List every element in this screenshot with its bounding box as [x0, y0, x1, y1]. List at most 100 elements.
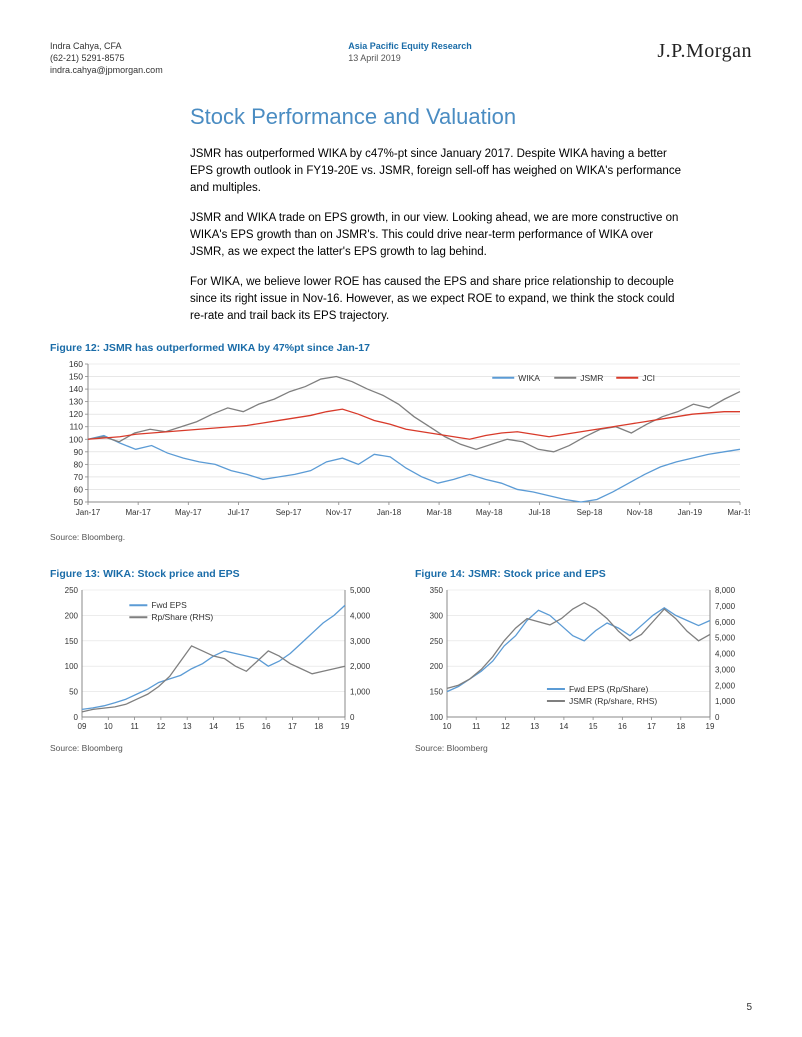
svg-text:15: 15 [235, 722, 244, 731]
svg-text:0: 0 [350, 713, 355, 722]
svg-text:160: 160 [69, 359, 83, 369]
svg-text:14: 14 [559, 722, 568, 731]
figure13-title: Figure 13: WIKA: Stock price and EPS [50, 568, 387, 580]
analyst-phone: (62-21) 5291-8575 [50, 52, 163, 64]
analyst-block: Indra Cahya, CFA (62-21) 5291-8575 indra… [50, 40, 163, 76]
figure12-chart: 5060708090100110120130140150160Jan-17Mar… [50, 358, 750, 528]
svg-text:16: 16 [618, 722, 627, 731]
svg-text:250: 250 [65, 586, 79, 595]
svg-text:Sep-18: Sep-18 [577, 508, 603, 517]
svg-text:May-18: May-18 [476, 508, 503, 517]
page-header: Indra Cahya, CFA (62-21) 5291-8575 indra… [50, 40, 752, 76]
svg-text:15: 15 [589, 722, 598, 731]
svg-text:6,000: 6,000 [715, 618, 736, 627]
svg-text:140: 140 [69, 385, 83, 395]
svg-text:18: 18 [314, 722, 323, 731]
svg-text:0: 0 [715, 713, 720, 722]
svg-text:Jul-18: Jul-18 [528, 508, 550, 517]
svg-text:17: 17 [288, 722, 297, 731]
svg-text:18: 18 [676, 722, 685, 731]
svg-text:4,000: 4,000 [350, 612, 371, 621]
svg-text:130: 130 [69, 397, 83, 407]
svg-text:5,000: 5,000 [350, 586, 371, 595]
svg-text:Jan-19: Jan-19 [678, 508, 703, 517]
report-date: 13 April 2019 [348, 52, 472, 64]
figure14-source: Source: Bloomberg [415, 743, 752, 753]
svg-text:Rp/Share (RHS): Rp/Share (RHS) [151, 613, 213, 623]
svg-text:May-17: May-17 [175, 508, 202, 517]
svg-text:JSMR: JSMR [580, 373, 603, 383]
svg-text:60: 60 [74, 485, 84, 495]
svg-text:12: 12 [501, 722, 510, 731]
jpmorgan-logo: J.P.Morgan [657, 40, 752, 63]
analyst-name: Indra Cahya, CFA [50, 40, 163, 52]
svg-text:80: 80 [74, 460, 84, 470]
svg-text:Jul-17: Jul-17 [228, 508, 250, 517]
svg-text:0: 0 [74, 713, 79, 722]
analyst-email: indra.cahya@jpmorgan.com [50, 64, 163, 76]
figure13-source: Source: Bloomberg [50, 743, 387, 753]
figure14-chart: 100 150 200 250 300 350 0 1,000 2,000 3,000 4,000 5… [415, 584, 750, 739]
svg-text:16: 16 [262, 722, 271, 731]
svg-text:Nov-18: Nov-18 [627, 508, 653, 517]
paragraph-1: JSMR has outperformed WIKA by c47%-pt si… [190, 146, 690, 196]
svg-text:100: 100 [65, 663, 79, 672]
svg-text:5,000: 5,000 [715, 634, 736, 643]
svg-text:JCI: JCI [642, 373, 655, 383]
svg-text:150: 150 [65, 637, 79, 646]
svg-text:100: 100 [69, 435, 83, 445]
svg-text:Fwd EPS (Rp/Share): Fwd EPS (Rp/Share) [569, 685, 649, 695]
svg-text:13: 13 [530, 722, 539, 731]
svg-text:200: 200 [430, 663, 444, 672]
svg-text:11: 11 [130, 722, 139, 731]
svg-text:70: 70 [74, 472, 84, 482]
svg-text:350: 350 [430, 586, 444, 595]
figure14-title: Figure 14: JSMR: Stock price and EPS [415, 568, 752, 580]
svg-text:1,000: 1,000 [715, 698, 736, 707]
paragraph-2: JSMR and WIKA trade on EPS growth, in ou… [190, 210, 690, 260]
svg-text:Sep-17: Sep-17 [276, 508, 302, 517]
svg-text:10: 10 [443, 722, 452, 731]
svg-text:250: 250 [430, 637, 444, 646]
svg-text:19: 19 [341, 722, 350, 731]
svg-text:JSMR (Rp/share, RHS): JSMR (Rp/share, RHS) [569, 697, 657, 707]
svg-text:WIKA: WIKA [518, 373, 540, 383]
figure12-title: Figure 12: JSMR has outperformed WIKA by… [50, 342, 752, 354]
paragraph-3: For WIKA, we believe lower ROE has cause… [190, 274, 690, 324]
figure13-chart: 0 50 100 150 200 250 0 1,000 2,000 3,000 4,000 5,00… [50, 584, 385, 739]
svg-text:14: 14 [209, 722, 218, 731]
svg-text:3,000: 3,000 [715, 666, 736, 675]
svg-text:11: 11 [472, 722, 481, 731]
section-title: Stock Performance and Valuation [190, 104, 752, 130]
svg-text:Mar-18: Mar-18 [426, 508, 452, 517]
svg-text:4,000: 4,000 [715, 650, 736, 659]
svg-text:12: 12 [156, 722, 165, 731]
svg-text:1,000: 1,000 [350, 688, 371, 697]
svg-text:Mar-19: Mar-19 [727, 508, 750, 517]
svg-text:2,000: 2,000 [350, 663, 371, 672]
svg-text:09: 09 [78, 722, 87, 731]
svg-text:Mar-17: Mar-17 [125, 508, 151, 517]
svg-text:100: 100 [430, 713, 444, 722]
svg-text:10: 10 [104, 722, 113, 731]
dept-block: Asia Pacific Equity Research 13 April 20… [348, 40, 472, 64]
page-number: 5 [746, 1002, 752, 1013]
svg-text:Jan-18: Jan-18 [377, 508, 402, 517]
svg-text:90: 90 [74, 447, 84, 457]
svg-text:13: 13 [183, 722, 192, 731]
svg-text:150: 150 [430, 688, 444, 697]
svg-text:2,000: 2,000 [715, 682, 736, 691]
figure12-source: Source: Bloomberg. [50, 532, 752, 542]
svg-text:200: 200 [65, 612, 79, 621]
svg-text:50: 50 [74, 497, 84, 507]
svg-text:Fwd EPS: Fwd EPS [151, 601, 187, 611]
svg-text:3,000: 3,000 [350, 637, 371, 646]
svg-text:120: 120 [69, 410, 83, 420]
svg-text:19: 19 [706, 722, 715, 731]
dept-name: Asia Pacific Equity Research [348, 40, 472, 52]
svg-text:300: 300 [430, 612, 444, 621]
svg-text:50: 50 [69, 688, 78, 697]
svg-text:110: 110 [69, 422, 83, 432]
svg-text:Nov-17: Nov-17 [326, 508, 352, 517]
svg-text:8,000: 8,000 [715, 586, 736, 595]
